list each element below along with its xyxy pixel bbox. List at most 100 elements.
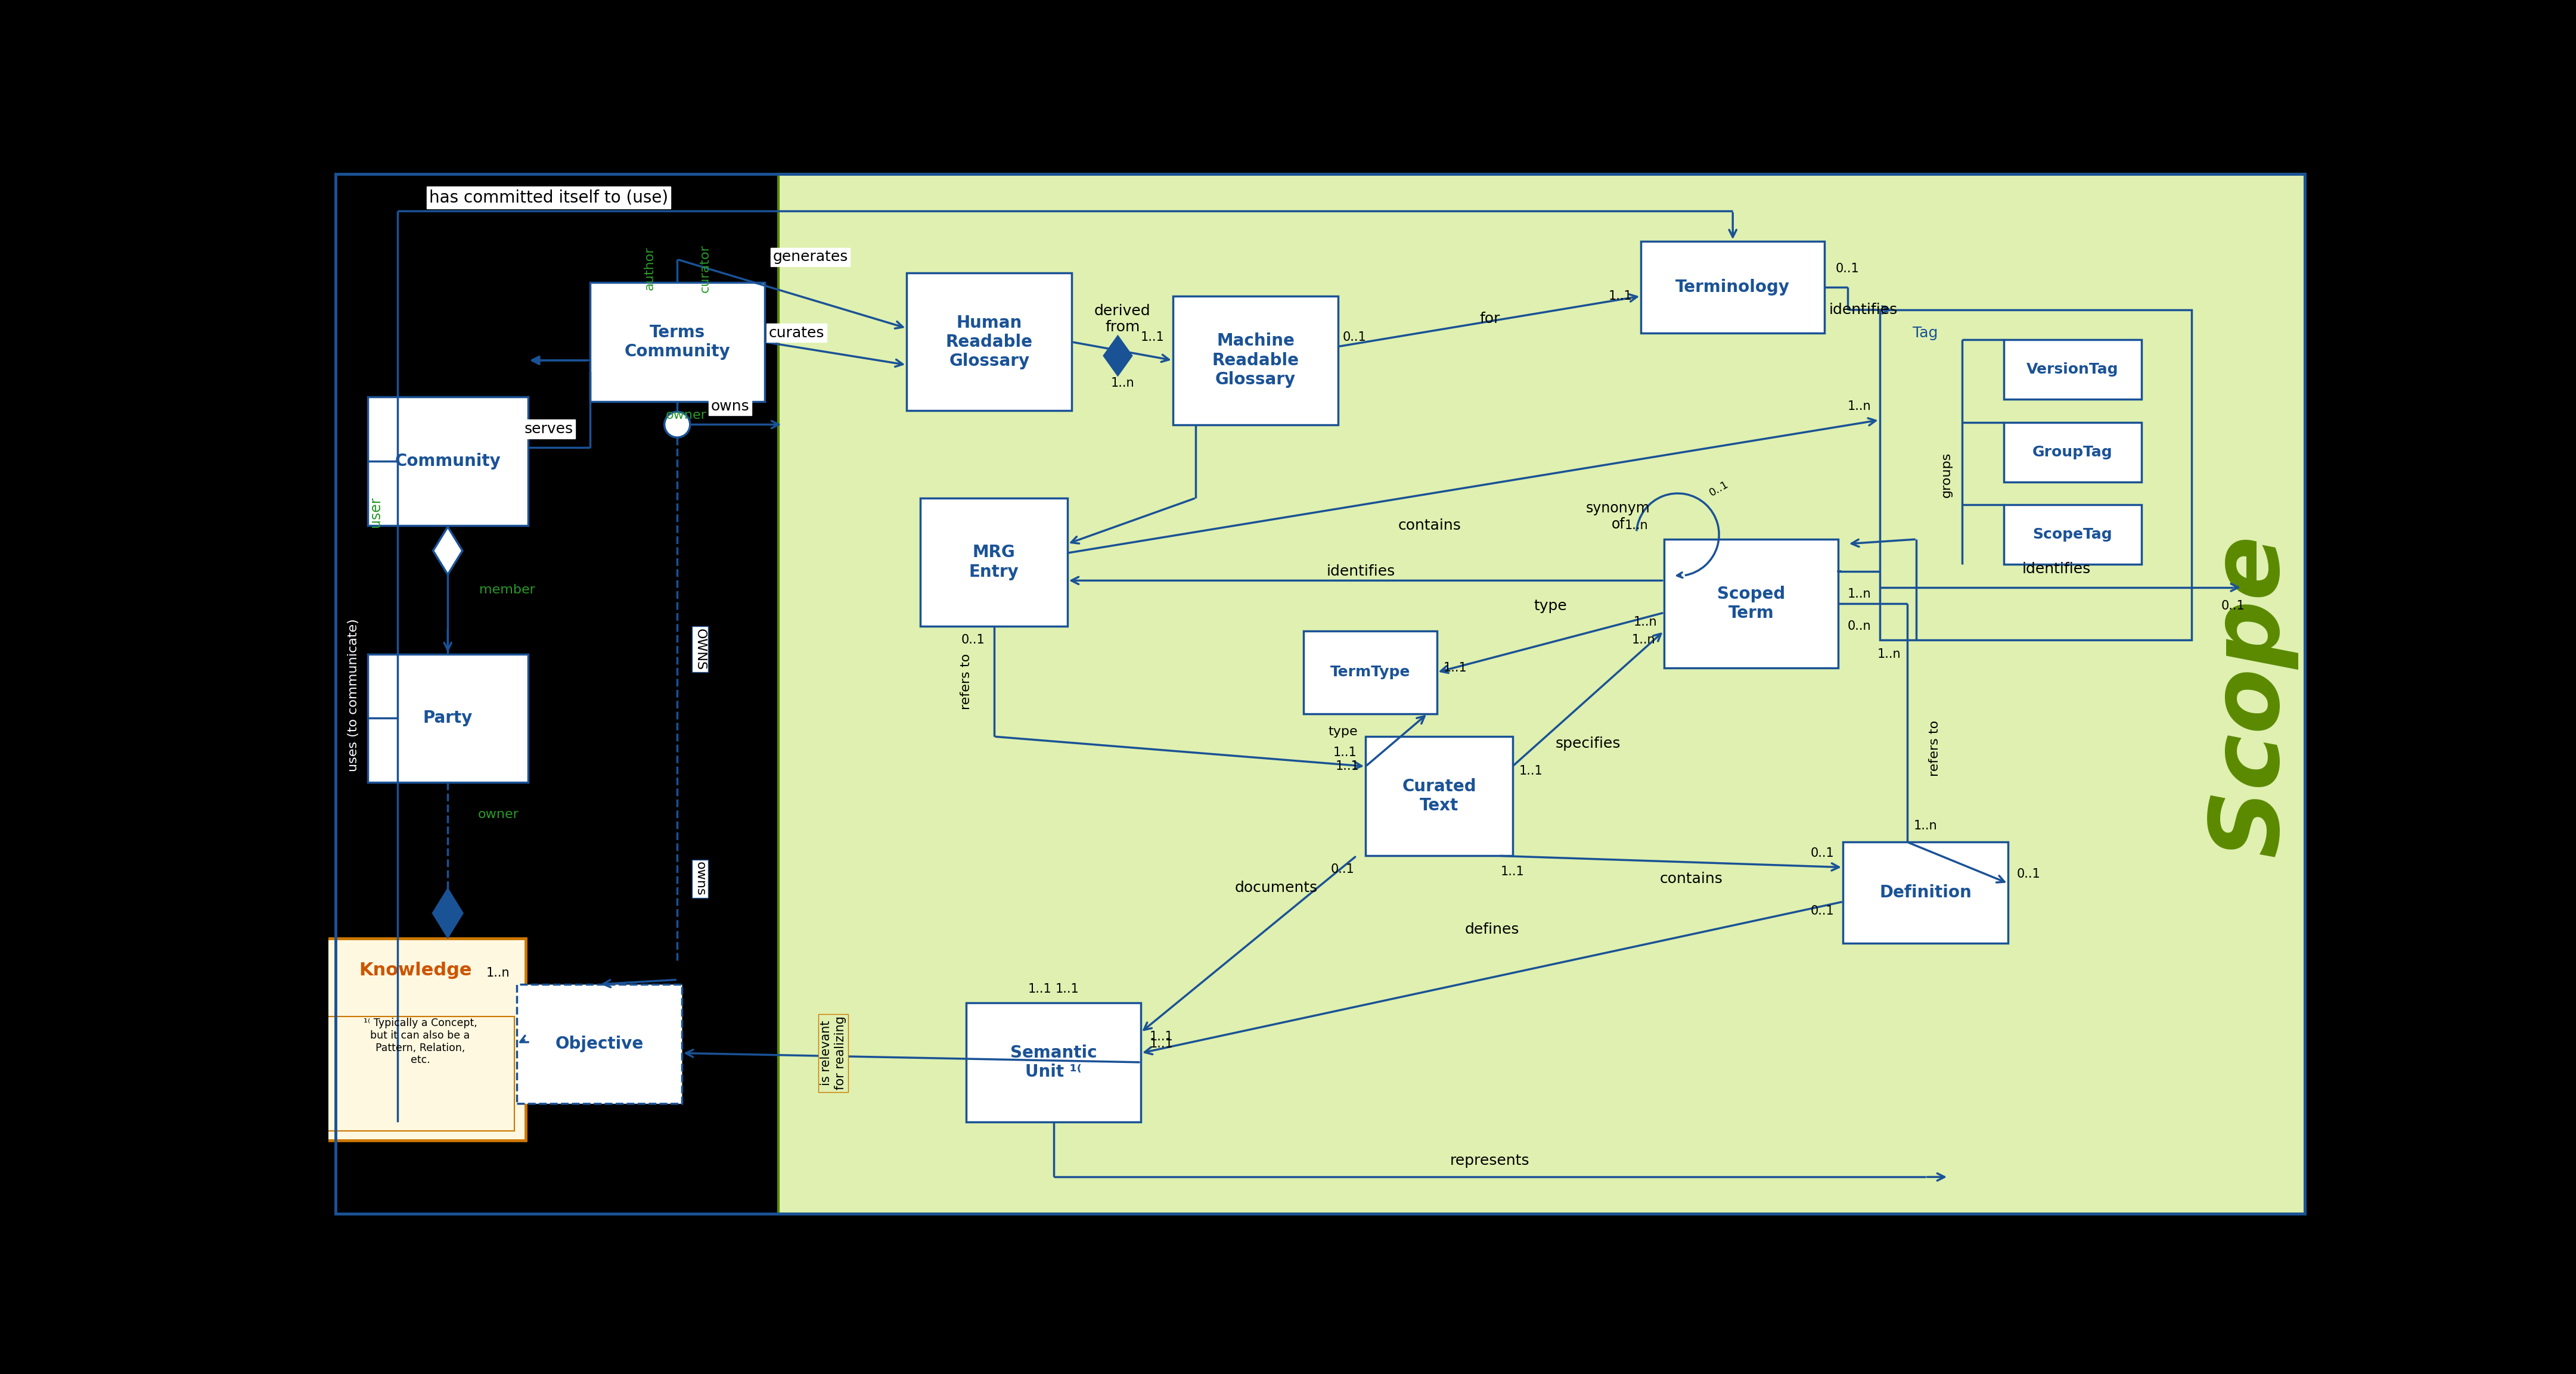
Text: synonym
of: synonym of: [1587, 502, 1651, 532]
Text: groups: groups: [1940, 452, 1953, 497]
Text: 0..1: 0..1: [1708, 480, 1731, 499]
Text: 1..n: 1..n: [1110, 378, 1133, 389]
Bar: [778, 174, 2306, 1213]
Bar: [518, 984, 683, 1103]
Text: specifies: specifies: [1556, 736, 1620, 750]
Text: Definition: Definition: [1880, 885, 1971, 901]
Bar: [920, 497, 1066, 627]
Bar: [1880, 311, 2192, 640]
Text: type: type: [1327, 725, 1358, 738]
Text: refers to: refers to: [1929, 720, 1940, 776]
Text: 0..1: 0..1: [1332, 864, 1355, 875]
Bar: [1172, 295, 1337, 425]
Text: TermType: TermType: [1329, 665, 1409, 680]
Text: 1..n: 1..n: [1878, 649, 1901, 660]
Text: 1..1: 1..1: [1056, 982, 1079, 995]
Text: owns: owns: [693, 861, 706, 896]
Bar: [307, 938, 526, 1140]
Text: Terminology: Terminology: [1674, 279, 1790, 295]
Text: author: author: [644, 247, 657, 290]
Text: type: type: [1533, 599, 1566, 613]
Bar: [1664, 539, 1839, 668]
Text: uses (to communicate): uses (to communicate): [348, 618, 361, 772]
Text: 1..1: 1..1: [1334, 760, 1360, 772]
Text: VersionTag: VersionTag: [2027, 363, 2117, 376]
Text: 1..n: 1..n: [487, 967, 510, 978]
Bar: [966, 1003, 1141, 1123]
Text: curator: curator: [698, 245, 711, 293]
Text: Tag: Tag: [1914, 326, 1937, 339]
Text: Curated
Text: Curated Text: [1401, 778, 1476, 815]
Text: Semantic
Unit ¹⁽: Semantic Unit ¹⁽: [1010, 1044, 1097, 1080]
Text: for: for: [1479, 312, 1499, 326]
Text: Human
Readable
Glossary: Human Readable Glossary: [945, 315, 1033, 370]
Text: Terms
Community: Terms Community: [623, 324, 729, 360]
Bar: [2004, 504, 2141, 565]
Text: Party: Party: [422, 710, 471, 727]
Text: 0..1: 0..1: [2221, 600, 2244, 611]
Text: 1..1: 1..1: [1149, 1037, 1172, 1050]
Text: owns: owns: [711, 398, 750, 414]
Text: 1..1: 1..1: [1520, 765, 1543, 776]
Bar: [1842, 842, 2009, 943]
Text: 1..1: 1..1: [1334, 746, 1358, 758]
Text: has committed itself to (use): has committed itself to (use): [430, 190, 667, 206]
Text: 1..n: 1..n: [1914, 820, 1937, 833]
Polygon shape: [433, 526, 464, 574]
Bar: [317, 1017, 515, 1131]
Bar: [1365, 736, 1512, 856]
Text: serves: serves: [526, 422, 574, 437]
Text: documents: documents: [1234, 881, 1319, 894]
Text: 1..1: 1..1: [1028, 982, 1051, 995]
Text: Machine
Readable
Glossary: Machine Readable Glossary: [1211, 333, 1298, 387]
Text: 0..1: 0..1: [1811, 848, 1834, 860]
Bar: [2004, 339, 2141, 400]
Text: 0..1: 0..1: [2017, 868, 2040, 881]
Bar: [368, 397, 528, 525]
Text: generates: generates: [773, 250, 848, 264]
Bar: [368, 654, 528, 782]
Text: 0..1: 0..1: [1342, 331, 1365, 343]
Text: 1..1: 1..1: [1607, 290, 1633, 302]
Bar: [2004, 422, 2141, 482]
Text: Knowledge: Knowledge: [358, 962, 471, 980]
Text: is relevant
for realizing: is relevant for realizing: [819, 1017, 845, 1090]
Text: 1..n: 1..n: [533, 921, 556, 933]
Text: 0..1: 0..1: [1837, 262, 1860, 275]
Bar: [1303, 631, 1437, 713]
Text: Objective: Objective: [554, 1036, 644, 1052]
Text: 1..n: 1..n: [1625, 519, 1649, 532]
Text: Scoped
Term: Scoped Term: [1718, 585, 1785, 621]
Text: user: user: [368, 496, 381, 528]
Text: identifies: identifies: [2022, 562, 2092, 576]
Text: 1..1: 1..1: [1141, 331, 1164, 343]
Text: ScopeTag: ScopeTag: [2032, 528, 2112, 541]
Text: 0..n: 0..n: [1847, 621, 1870, 632]
Text: GroupTag: GroupTag: [2032, 445, 2112, 459]
Text: contains: contains: [1399, 518, 1461, 533]
Text: 1..n: 1..n: [1847, 400, 1870, 412]
Text: OWNS: OWNS: [693, 628, 706, 671]
Text: ¹⁽ Typically a Concept,
but it can also be a
Pattern, Relation,
etc.: ¹⁽ Typically a Concept, but it can also …: [363, 1018, 477, 1066]
Text: 1..1: 1..1: [1149, 1030, 1172, 1043]
Text: 0..1: 0..1: [961, 635, 984, 646]
Text: derived
from: derived from: [1095, 304, 1151, 334]
Bar: [907, 273, 1072, 411]
Text: Scope: Scope: [2205, 533, 2298, 857]
Text: MRG
Entry: MRG Entry: [969, 544, 1020, 580]
Text: identifies: identifies: [1829, 302, 1899, 317]
Text: 1..n: 1..n: [1847, 588, 1870, 600]
Bar: [1641, 240, 1824, 333]
Text: defines: defines: [1466, 922, 1520, 937]
Text: 1..1: 1..1: [404, 1162, 428, 1173]
Text: 1..1: 1..1: [1443, 662, 1466, 673]
Text: 1..1: 1..1: [1502, 866, 1525, 878]
Text: owner: owner: [665, 409, 706, 422]
Polygon shape: [433, 889, 464, 937]
Text: contains: contains: [1659, 871, 1723, 886]
Text: Community: Community: [394, 453, 500, 470]
Text: identifies: identifies: [1327, 565, 1396, 578]
Text: 1..n: 1..n: [1631, 635, 1656, 646]
Bar: [590, 282, 765, 401]
Text: 0..1: 0..1: [1811, 905, 1834, 916]
